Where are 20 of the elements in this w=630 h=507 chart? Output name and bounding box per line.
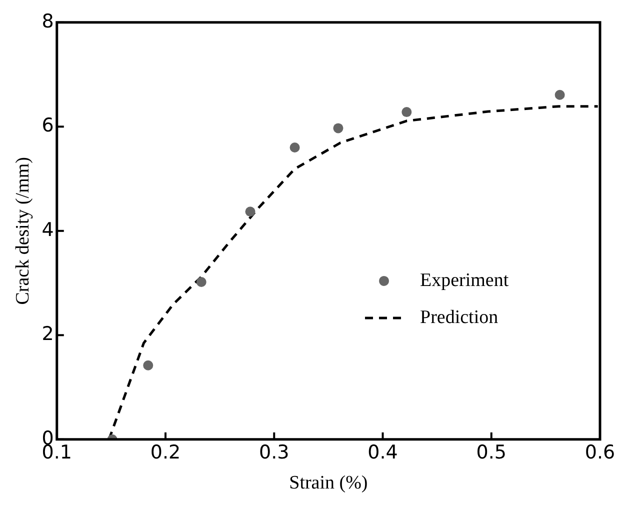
legend-label: Prediction: [420, 306, 499, 328]
y-axis-title: Crack desity (/mm): [12, 157, 34, 305]
point: [196, 276, 206, 287]
point: [333, 123, 344, 134]
y-tick-label: 4: [42, 218, 54, 241]
y-tick-label: 8: [42, 10, 54, 32]
x-axis-title: Strain (%): [289, 472, 368, 494]
point: [245, 206, 256, 217]
x-tick-label: 0.4: [368, 442, 398, 464]
point: [402, 107, 412, 118]
x-tick-label: 0.3: [259, 442, 290, 464]
x-tick-label: 0.2: [150, 442, 181, 464]
point: [290, 142, 300, 152]
y-tick-label: 2: [42, 323, 54, 346]
y-tick-label: 6: [42, 114, 54, 137]
point: [554, 90, 565, 100]
legend-label: Experiment: [420, 270, 510, 291]
point: [143, 360, 154, 370]
x-tick-label: 0.5: [476, 442, 506, 464]
x-tick-label: 0.6: [584, 442, 616, 464]
